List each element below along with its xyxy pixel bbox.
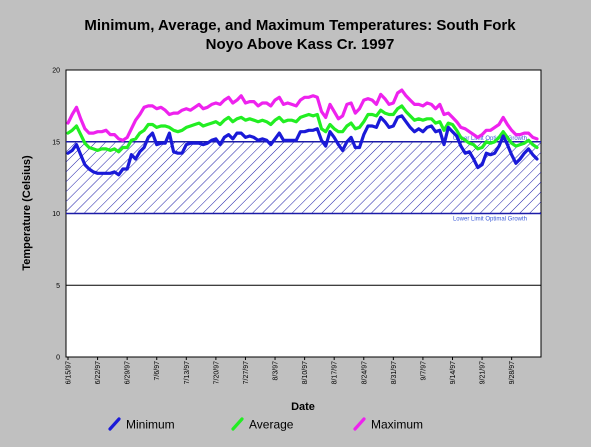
upper-limit-label: Upper Limit Optimal Growth (453, 136, 527, 142)
chart-title: Minimum, Average, and Maximum Temperatur… (84, 17, 516, 34)
legend-label-minimum: Minimum (126, 418, 175, 432)
y-axis-title: Temperature (Celsius) (21, 155, 33, 271)
series-line-maximum (66, 88, 539, 142)
x-tick-label: 6/29/97 (125, 361, 132, 384)
x-tick-label: 8/10/97 (302, 361, 309, 384)
legend-swatch-minimum (108, 417, 121, 431)
x-axis-title: Date (291, 401, 315, 413)
y-tick-label: 10 (52, 211, 60, 218)
x-tick-label: 8/24/97 (361, 361, 368, 384)
x-tick-label: 7/27/97 (243, 361, 250, 384)
chart-subtitle: Noyo Above Kass Cr. 1997 (206, 36, 395, 53)
legend-label-maximum: Maximum (371, 418, 423, 432)
legend: Minimum Average Maximum (108, 417, 423, 432)
y-tick-label: 0 (56, 355, 60, 362)
y-tick-label: 5 (56, 283, 60, 290)
legend-swatch-maximum (353, 417, 366, 431)
lower-limit-label: Lower Limit Optimal Growth (453, 217, 527, 223)
legend-label-average: Average (249, 418, 294, 432)
x-tick-label: 8/3/97 (273, 361, 280, 381)
x-tick-label: 9/28/97 (509, 361, 516, 384)
x-tick-label: 6/22/97 (95, 361, 102, 384)
optimal-growth-band (66, 141, 541, 214)
x-tick-label: 9/14/97 (450, 361, 457, 384)
series-line-minimum (66, 114, 539, 177)
x-tick-label: 6/15/97 (66, 361, 73, 384)
x-tick-label: 8/31/97 (391, 361, 398, 384)
y-tick-label: 20 (52, 68, 60, 75)
x-tick-label: 9/7/97 (420, 361, 427, 381)
y-tick-label: 15 (52, 139, 60, 146)
x-tick-label: 7/13/97 (184, 361, 191, 384)
x-tick-label: 7/6/97 (154, 361, 161, 381)
legend-swatch-average (231, 417, 244, 431)
x-tick-label: 8/17/97 (332, 361, 339, 384)
x-tick-label: 7/20/97 (213, 361, 220, 384)
x-tick-label: 9/21/97 (480, 361, 487, 384)
series-line-average (66, 104, 539, 154)
